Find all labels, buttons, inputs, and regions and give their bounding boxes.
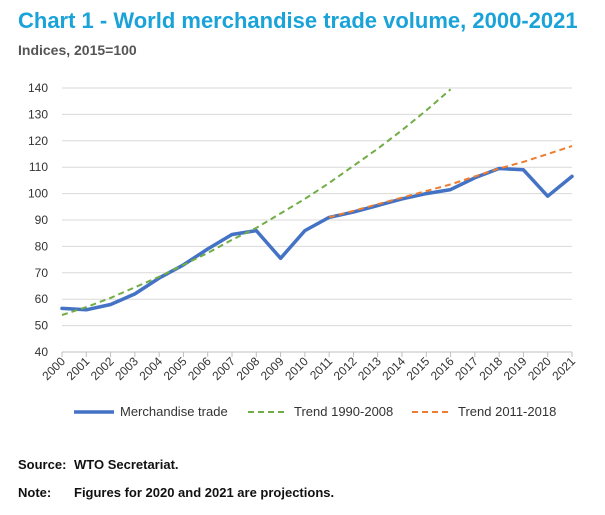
y-tick-label: 60: [35, 292, 49, 306]
x-tick-label: 2014: [379, 354, 408, 383]
series-line-3: [328, 145, 573, 219]
x-tick-label: 2018: [476, 354, 505, 383]
y-tick-label: 130: [28, 107, 48, 121]
x-tick-label: 2003: [112, 354, 141, 383]
x-tick-label: 2001: [64, 354, 93, 383]
legend: Merchandise trade Trend 1990-2008 Trend 20…: [74, 404, 556, 419]
x-tick-label: 2006: [185, 354, 214, 383]
y-axis-ticks: 40 50 60 70 80 90 100 110 120 130 140: [28, 81, 48, 359]
chart-subtitle: Indices, 2015=100: [18, 42, 137, 58]
y-tick-label: 140: [28, 81, 48, 95]
note-label: Note:: [18, 485, 52, 500]
legend-label: Merchandise trade: [120, 404, 228, 419]
x-tick-label: 2002: [88, 354, 117, 383]
chart-title: Chart 1 - World merchandise trade volume…: [18, 8, 578, 33]
x-tick-label: 2019: [501, 354, 530, 383]
x-tick-label: 2017: [452, 354, 481, 383]
x-tick-label: 2012: [331, 354, 360, 383]
legend-label: Trend 2011-2018: [458, 404, 556, 419]
x-tick-label: 2021: [549, 354, 578, 383]
y-tick-label: 110: [29, 160, 48, 174]
x-tick-label: 2005: [161, 354, 190, 383]
note-text: Figures for 2020 and 2021 are projection…: [74, 485, 335, 500]
x-tick-label: 2008: [234, 354, 263, 383]
source-row: Source: WTO Secretariat.: [18, 457, 179, 472]
y-tick-label: 80: [35, 239, 49, 253]
source-label: Source:: [18, 457, 67, 472]
line-chart: 40 50 60 70 80 90 100 110 120 130 140 200020012002…: [28, 81, 578, 419]
x-tick-label: 2009: [258, 354, 287, 383]
series-line-1: [60, 166, 574, 312]
legend-label: Trend 1990-2008: [294, 404, 393, 419]
y-tick-label: 120: [28, 134, 48, 148]
x-tick-label: 2010: [282, 354, 311, 383]
x-tick-label: 2007: [209, 354, 238, 383]
x-tick-label: 2011: [307, 354, 335, 382]
y-tick-label: 90: [35, 213, 49, 227]
x-tick-label: 2016: [428, 354, 457, 383]
gridlines: [62, 87, 572, 353]
source-text: WTO Secretariat.: [74, 457, 179, 472]
y-tick-label: 100: [28, 187, 48, 201]
series-lines: [60, 88, 574, 316]
note-row: Note: Figures for 2020 and 2021 are proje…: [18, 485, 334, 500]
x-tick-label: 2020: [525, 354, 554, 383]
x-tick-label: 2015: [404, 354, 433, 383]
x-axis-ticks: 2000200120022003200420052006200720082009…: [39, 352, 578, 383]
y-tick-label: 40: [35, 345, 49, 359]
series-line-2: [61, 88, 452, 316]
y-tick-label: 70: [35, 266, 49, 280]
x-tick-label: 2004: [136, 354, 165, 383]
y-tick-label: 50: [35, 319, 49, 333]
x-tick-label: 2013: [355, 354, 384, 383]
